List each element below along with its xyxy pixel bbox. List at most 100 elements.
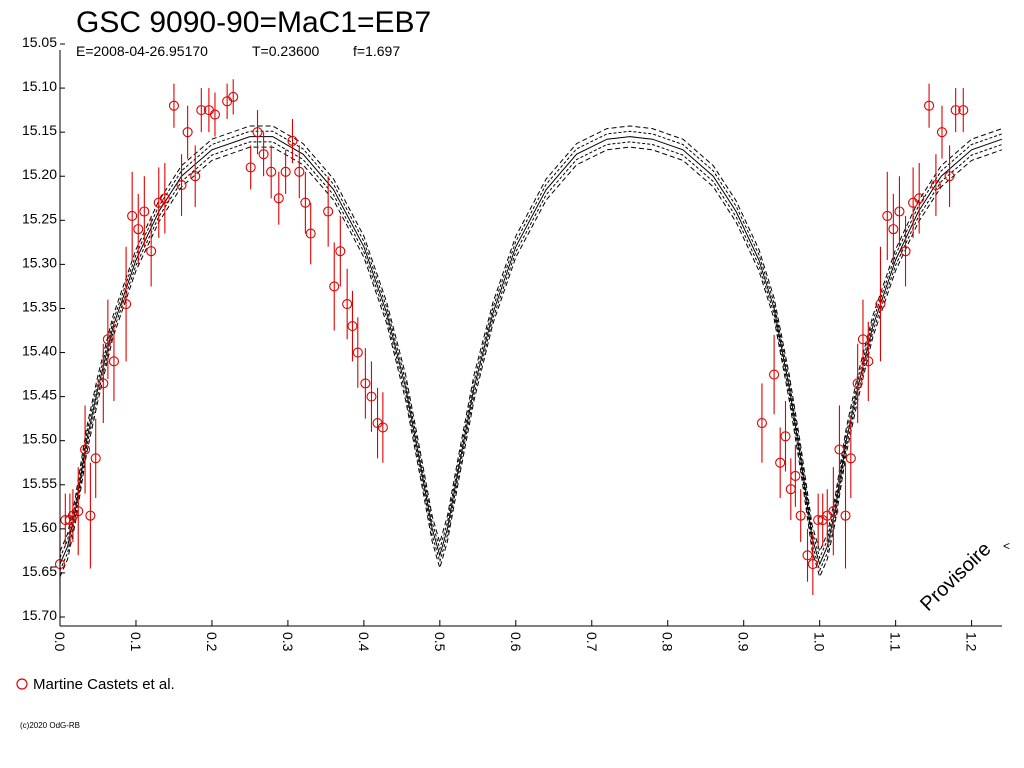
- x-tick-label: 0.8: [660, 632, 676, 652]
- data-point: [875, 299, 886, 310]
- x-tick-label: 1.0: [812, 632, 828, 652]
- axes: [59, 50, 1002, 627]
- data-point: [900, 246, 911, 257]
- data-point: [950, 105, 961, 116]
- data-point: [300, 197, 311, 208]
- data-point: [287, 135, 298, 147]
- data-point: [329, 281, 340, 292]
- x-tick-label: 0.5: [432, 632, 448, 652]
- data-point: [802, 550, 813, 561]
- model-curve-central: [59, 136, 1003, 566]
- data-point: [266, 166, 277, 177]
- data-point: [182, 127, 193, 138]
- data-point: [139, 206, 150, 217]
- data-point: [790, 470, 801, 482]
- data-point: [360, 378, 371, 389]
- data-point: [342, 299, 353, 310]
- data-point: [176, 179, 187, 191]
- data-point: [73, 506, 84, 517]
- y-tick-label: 15.40: [22, 343, 57, 359]
- data-point: [127, 210, 138, 221]
- x-tick-label: 0.4: [356, 632, 372, 652]
- data-point: [780, 431, 791, 442]
- data-point: [258, 149, 269, 160]
- data-point: [845, 453, 856, 464]
- x-tick-label: 0.3: [280, 632, 296, 652]
- data-point: [323, 206, 334, 217]
- y-tick-label: 15.25: [22, 210, 57, 226]
- data-point: [273, 193, 284, 204]
- y-tick-label: 15.35: [22, 298, 57, 314]
- data-point: [347, 321, 358, 332]
- data-point: [294, 166, 305, 177]
- data-point: [857, 334, 869, 345]
- data-point: [924, 100, 935, 111]
- copyright-credit: (c)2020 OdG-RB: [20, 721, 80, 730]
- data-point: [245, 162, 256, 173]
- data-point: [80, 444, 91, 455]
- model-curve-envelope: [59, 141, 1003, 572]
- data-point: [280, 166, 291, 177]
- data-point: [840, 510, 851, 521]
- data-point: [146, 246, 157, 257]
- data-point: [795, 510, 806, 521]
- x-ticks: 0.0 0.1 0.2 0.3 0.4 0.5 0.6 0.7 0.8 0.9 1.0 1.1 1.2: [52, 620, 980, 652]
- chart-title: GSC 9090-90=MaC1=EB7: [76, 6, 431, 39]
- legend-label: Martine Castets et al.: [33, 676, 175, 693]
- data-points: [54, 79, 969, 595]
- x-tick-label: 0.1: [128, 632, 144, 652]
- period-label: T=0.23600: [252, 43, 320, 59]
- data-point: [888, 224, 899, 235]
- data-point: [190, 171, 201, 182]
- legend-marker: [16, 678, 28, 690]
- data-point: [102, 334, 113, 345]
- x-tick-label: 0.0: [52, 632, 68, 652]
- x-tick-label: 0.9: [736, 632, 752, 652]
- y-tick-label: 15.15: [22, 122, 57, 138]
- data-point: [98, 378, 109, 389]
- data-point: [958, 105, 969, 116]
- data-point: [133, 224, 144, 235]
- data-point: [168, 100, 180, 111]
- y-tick-label: 15.05: [22, 34, 57, 50]
- epoch-label: E=2008-04-26.95170: [76, 43, 208, 59]
- data-point: [335, 246, 346, 257]
- data-point: [196, 105, 207, 116]
- data-point: [834, 444, 845, 455]
- data-point: [209, 109, 221, 120]
- y-tick-label: 15.45: [22, 387, 57, 403]
- data-point: [121, 299, 132, 310]
- y-tick-label: 15.30: [22, 254, 57, 270]
- data-point: [852, 378, 863, 389]
- data-point: [252, 127, 263, 138]
- model-curve-envelope: [59, 125, 1003, 553]
- x-tick-label: 1.2: [964, 632, 980, 652]
- x-tick-label: 1.1: [888, 632, 904, 652]
- y-tick-label: 15.60: [22, 519, 57, 535]
- data-point: [305, 228, 316, 239]
- fill-factor-label: f=1.697: [353, 43, 400, 59]
- y-tick-label: 15.65: [22, 563, 57, 579]
- data-point: [914, 193, 925, 204]
- data-point: [944, 171, 955, 182]
- y-tick-label: 15.50: [22, 431, 57, 447]
- y-ticks: 15.05 15.10 15.15 15.20 15.25 15.30 15.35 15.40…: [22, 34, 65, 623]
- model-curve-envelope: [59, 130, 1003, 560]
- data-point: [828, 506, 839, 517]
- y-tick-label: 15.55: [22, 475, 57, 491]
- y-tick-label: 15.10: [22, 78, 57, 94]
- data-point: [769, 369, 780, 380]
- data-point: [863, 356, 874, 367]
- data-point: [228, 91, 239, 102]
- data-point: [894, 206, 905, 217]
- data-point: [807, 559, 818, 570]
- data-point: [108, 356, 119, 367]
- data-point: [90, 453, 101, 464]
- x-tick-label: 0.6: [508, 632, 524, 652]
- data-point: [352, 347, 363, 358]
- data-point: [756, 418, 767, 429]
- y-tick-label: 15.20: [22, 166, 57, 182]
- y-tick-label: 15.70: [22, 607, 57, 623]
- data-point: [377, 422, 388, 433]
